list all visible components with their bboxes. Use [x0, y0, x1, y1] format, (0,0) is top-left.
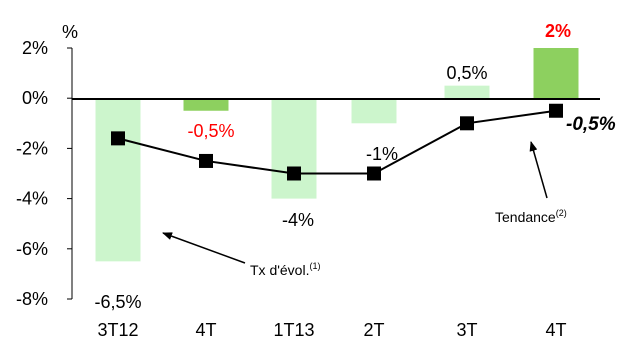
trend-point: [199, 153, 213, 168]
bar-data-label: -4%: [282, 210, 314, 230]
bar-data-label: 2%: [545, 21, 571, 41]
trend-annotation-sup: (2): [556, 208, 567, 218]
bars-annotation-arrow: [162, 232, 246, 264]
y-axis: 2% 0% -2% -4% -6% -8%: [16, 38, 73, 309]
y-tick-label: -4%: [16, 189, 48, 209]
x-tick-label: 4T: [195, 320, 216, 340]
x-tick-label: 3T12: [97, 320, 138, 340]
bars-annotation-text: Tx d'évol.(1): [250, 261, 320, 278]
trend-point: [111, 131, 125, 146]
bar: [183, 98, 229, 111]
trend-point: [549, 103, 563, 118]
trend-line: [117, 109, 557, 175]
bar: [444, 85, 490, 99]
unit-label: %: [62, 22, 78, 42]
y-tick-label: -6%: [16, 239, 48, 259]
bar-data-label: -1%: [366, 144, 398, 164]
trend-line-group: [111, 103, 563, 181]
bars-annotation-sup: (1): [309, 261, 320, 271]
x-axis: 3T12 4T 1T13 2T 3T 4T: [97, 320, 566, 340]
trend-annotation-arrow: [529, 141, 548, 199]
x-tick-label: 2T: [363, 320, 384, 340]
x-tick-label: 3T: [456, 320, 477, 340]
data-labels: -6,5% -0,5% -4% -1% 0,5% 2% -0,5%: [94, 21, 615, 312]
bar: [533, 48, 579, 99]
trend-annotation-text: Tendance(2): [495, 208, 567, 225]
y-tick-label: 0%: [22, 88, 48, 108]
bar: [351, 98, 397, 124]
trend-end-label: -0,5%: [566, 114, 616, 135]
x-tick-label: 4T: [545, 320, 566, 340]
y-tick-label: 2%: [22, 38, 48, 58]
trend-point: [460, 116, 474, 131]
x-tick-label: 1T13: [273, 320, 314, 340]
trend-annotation-label: Tendance: [495, 209, 556, 225]
y-tick-label: -2%: [16, 138, 48, 158]
trend-point: [287, 166, 301, 181]
bar-data-label: 0,5%: [446, 63, 487, 83]
bar-data-label: -6,5%: [94, 292, 141, 312]
bar: [271, 98, 317, 199]
bars-group: [95, 48, 579, 262]
bar-data-label: -0,5%: [187, 121, 234, 141]
bars-annotation-label: Tx d'évol.: [250, 262, 309, 278]
y-tick-label: -8%: [16, 289, 48, 309]
bar: [95, 98, 141, 262]
trend-point: [367, 166, 381, 181]
